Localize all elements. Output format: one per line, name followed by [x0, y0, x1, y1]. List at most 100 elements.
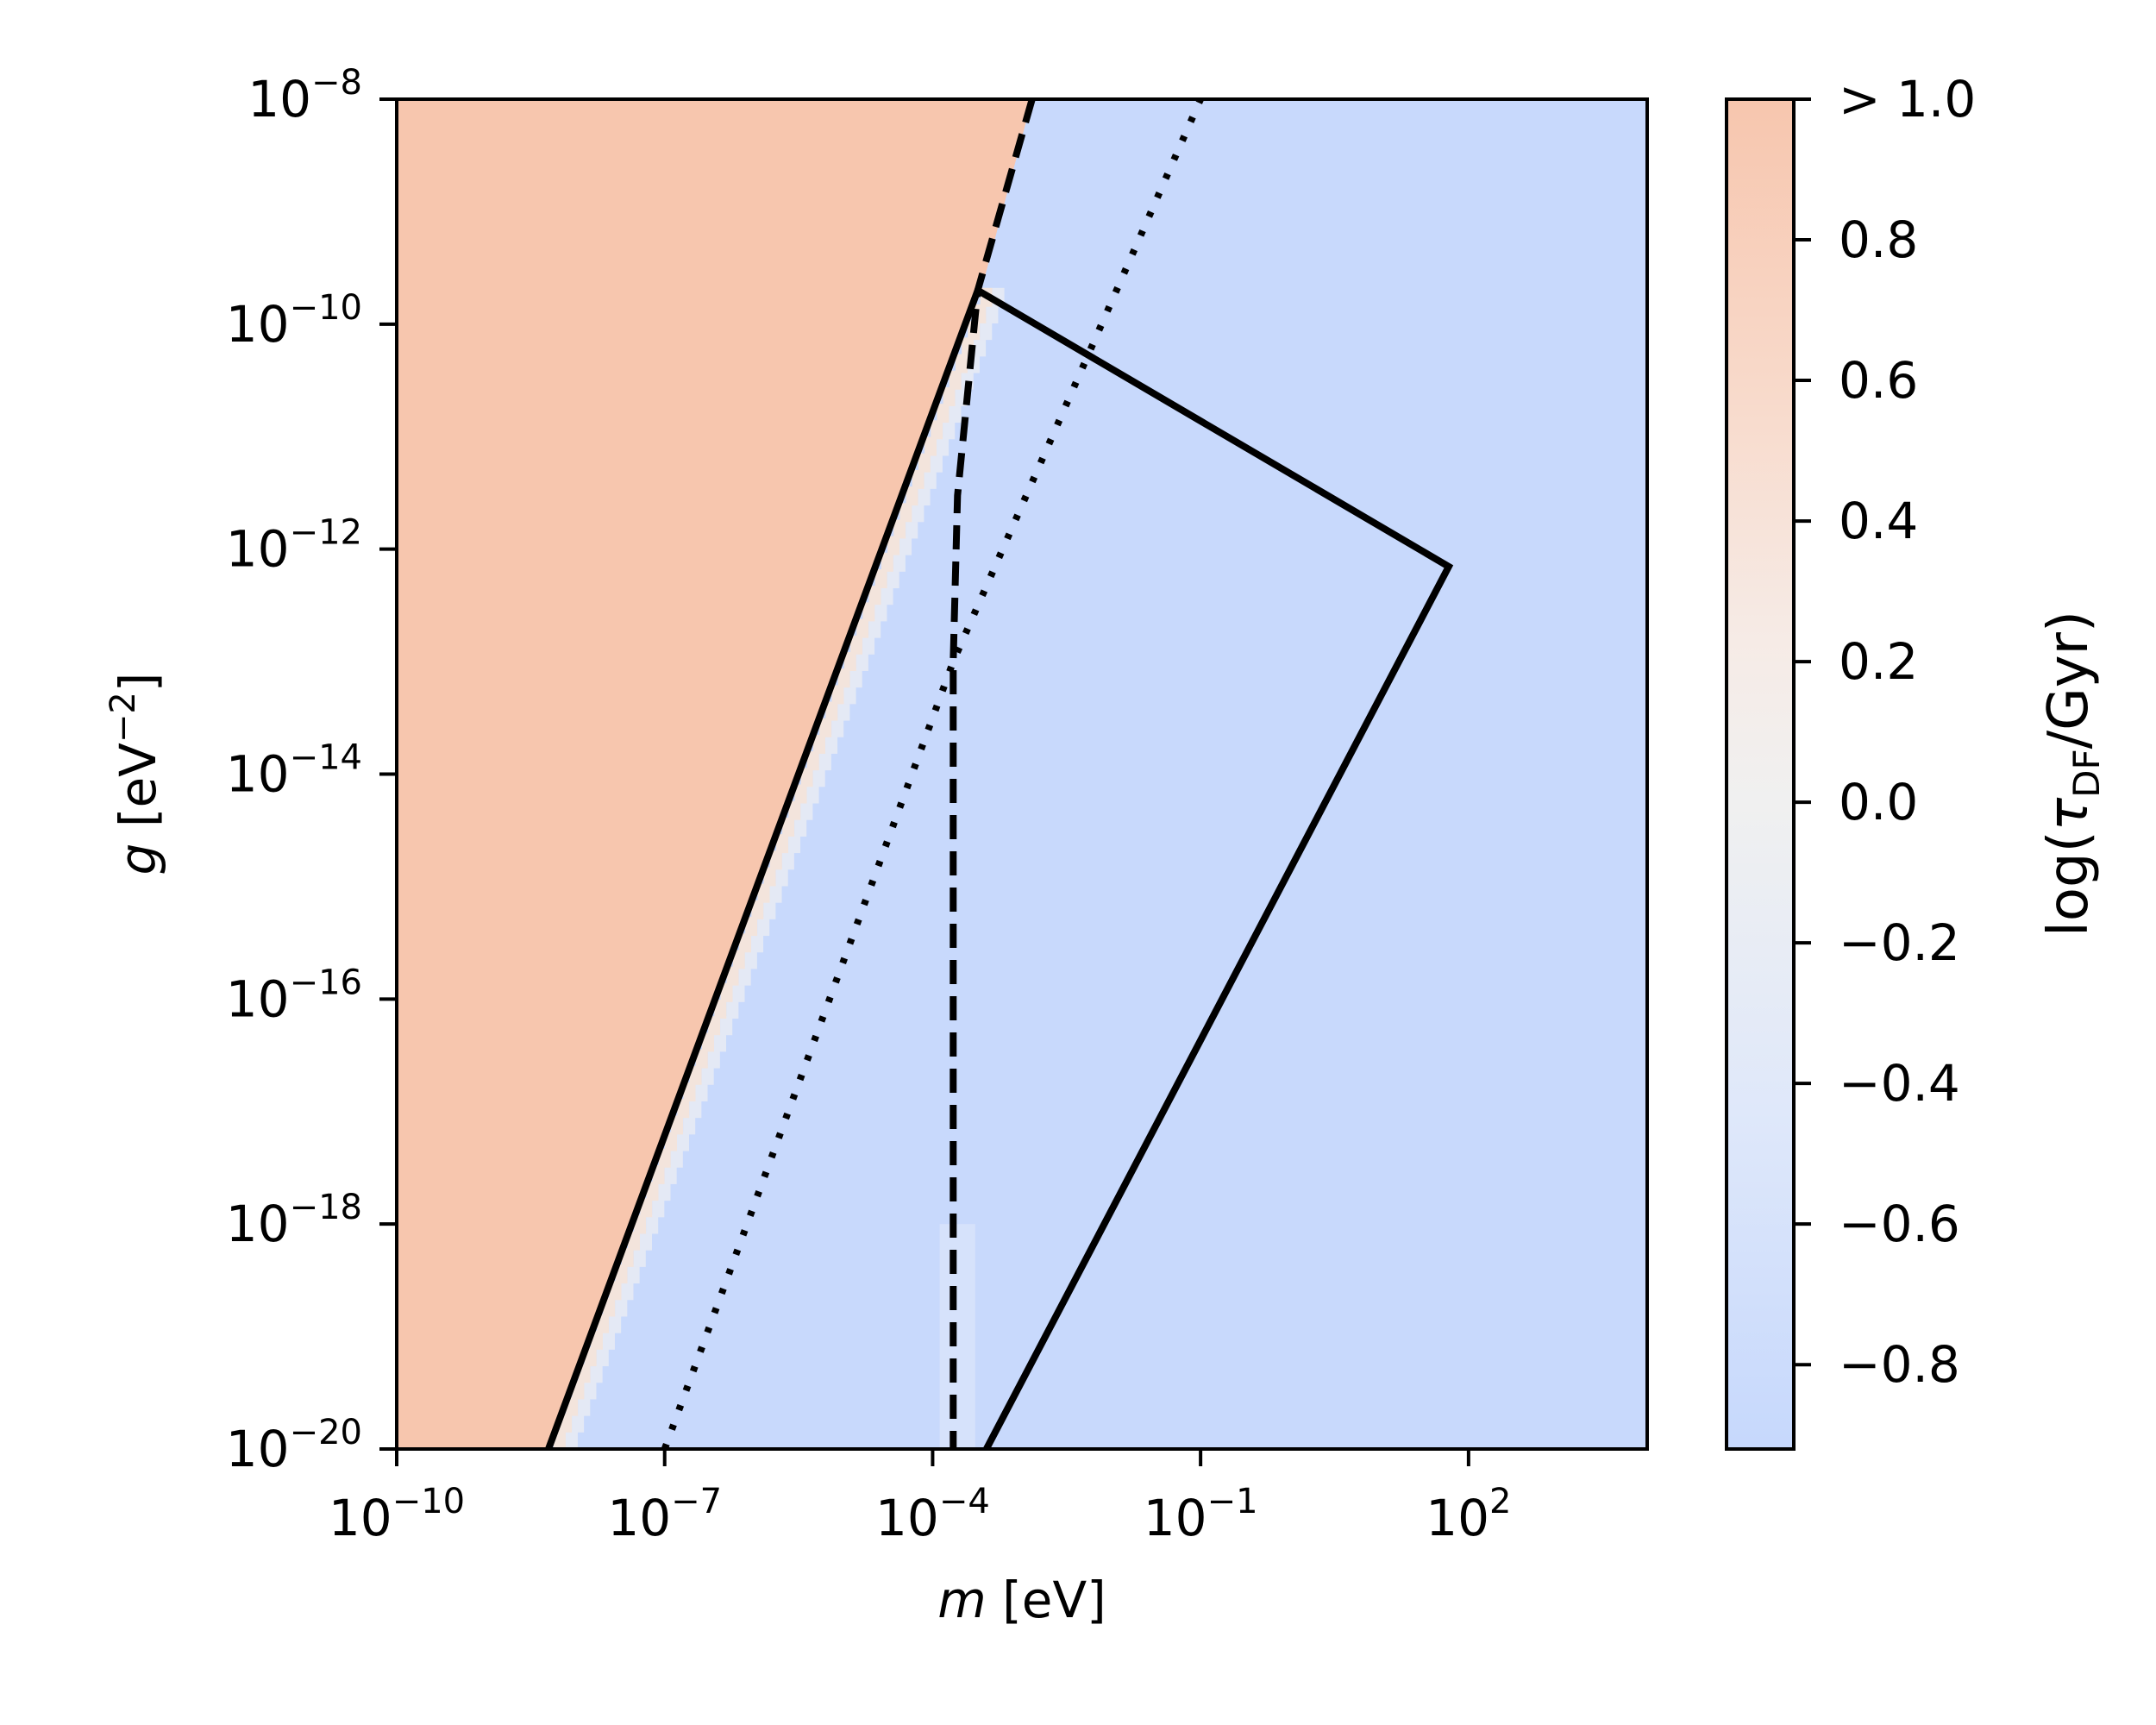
heatmap-cell [825, 701, 838, 721]
colorbar-tick-label: −0.6 [1839, 1195, 1960, 1253]
heatmap-cell [899, 503, 912, 523]
heatmap-cell [732, 950, 745, 969]
heatmap-cell [658, 1148, 671, 1168]
colorbar [1725, 97, 1796, 1451]
heatmap-cell [924, 436, 937, 456]
heatmap-cell [689, 1099, 702, 1119]
colorbar-ticks: > 1.0 0.8 0.6 0.4 0.2 0.0 −0.2 −0.4 −0.6 −0.8 [1794, 70, 1976, 1394]
heatmap-cell [707, 1049, 720, 1069]
heatmap-cell [813, 734, 826, 754]
heatmap-cell [906, 486, 918, 506]
heatmap-cell [800, 768, 813, 787]
heatmap-cell [745, 917, 758, 937]
heatmap-cell [763, 900, 776, 919]
heatmap-cell [584, 1380, 597, 1400]
heatmap-cell [609, 1314, 622, 1333]
heatmap-cell [893, 552, 906, 572]
heatmap-cell [788, 834, 801, 854]
heatmap-cell [819, 718, 832, 737]
x-tick-label: 10−1 [1144, 1482, 1258, 1547]
heatmap-cell [931, 420, 943, 440]
heatmap-cell [714, 1000, 727, 1019]
colorbar-tick-label: 0.6 [1839, 351, 1918, 410]
heatmap-cell [639, 1231, 652, 1251]
heatmap-light-stripe [939, 1224, 975, 1449]
heatmap-cell [862, 602, 875, 622]
heatmap-cell [602, 1330, 615, 1350]
heatmap-cell [665, 1132, 678, 1151]
heatmap-cell [918, 453, 931, 473]
heatmap-cell [850, 635, 863, 655]
heatmap-cell [955, 354, 968, 373]
heatmap-cell [720, 1016, 733, 1036]
heatmap-cell [912, 469, 924, 489]
heatmap-cell [708, 1016, 721, 1036]
heatmap-cell [757, 917, 770, 937]
colorbar-label: log(τDF/Gyr) [2037, 611, 2108, 937]
heatmap-cell [689, 1065, 702, 1085]
heatmap-cell [943, 420, 956, 440]
heatmap-cell [695, 1049, 708, 1069]
heatmap-cell [831, 718, 844, 737]
heatmap-cell [849, 668, 862, 688]
plot-area [397, 99, 1647, 1449]
heatmap-cell [794, 784, 807, 804]
heatmap-cell [843, 651, 856, 671]
heatmap-cell [671, 1115, 684, 1135]
colorbar-tick-label: 0.2 [1839, 632, 1918, 691]
heatmap-cell [949, 370, 962, 390]
heatmap-cell [769, 850, 782, 870]
heatmap-cell [788, 800, 801, 820]
heatmap-cell [800, 800, 813, 820]
heatmap-cell [937, 404, 950, 423]
heatmap-cell [677, 1099, 690, 1119]
y-tick-label: 10−8 [248, 63, 362, 129]
heatmap-cell [943, 386, 956, 406]
heatmap-cell [726, 1000, 739, 1019]
colorbar-tick-label: −0.4 [1839, 1054, 1960, 1113]
x-tick-label: 10−7 [607, 1482, 722, 1547]
heatmap-cell [930, 453, 943, 473]
x-tick-label: 10−10 [329, 1482, 465, 1547]
heatmap-cell [868, 586, 881, 605]
y-tick-label: 10−10 [226, 288, 362, 354]
solid-curve [545, 285, 1454, 1449]
heatmap-cell [683, 1115, 696, 1135]
heatmap-cell [887, 569, 899, 589]
heatmap-cell [714, 1032, 727, 1052]
heatmap-cell [781, 850, 794, 870]
heatmap-cell [893, 519, 906, 539]
heatmap-cell [701, 1065, 714, 1085]
heatmap-cell [683, 1082, 696, 1101]
heatmap-cell [776, 834, 789, 854]
heatmap-cell [782, 817, 795, 837]
colorbar-tick-label: 0.0 [1839, 773, 1918, 831]
x-axis: 10−10 10−7 10−4 10−1 102 [329, 1449, 1511, 1547]
heatmap-cell [980, 321, 993, 341]
heatmap-cell [702, 1032, 715, 1052]
colorbar-tick-label: > 1.0 [1839, 70, 1976, 129]
heatmap-cell [726, 966, 739, 986]
heatmap-cell [695, 1082, 708, 1101]
heatmap-cell [732, 982, 745, 1002]
heatmap-cell [924, 469, 937, 489]
heatmap-cell [937, 436, 950, 456]
colorbar-tick-label: 0.4 [1839, 492, 1918, 550]
heatmap-cell [751, 933, 764, 953]
heatmap-cell [837, 701, 850, 721]
heatmap-cell [887, 536, 900, 555]
heatmap-cell [899, 536, 912, 555]
heatmap-cell [652, 1164, 665, 1184]
heatmap-cell [738, 966, 751, 986]
x-tick-label: 10−4 [875, 1482, 990, 1547]
heatmap-cell [565, 1430, 578, 1449]
heatmap-cell [744, 950, 757, 969]
heatmap-cell [590, 1364, 603, 1383]
y-tick-label: 10−18 [226, 1188, 362, 1253]
heatmap-cell [825, 734, 838, 754]
colorbar-tick-label: −0.2 [1839, 913, 1960, 972]
heatmap-cell [633, 1247, 646, 1267]
heatmap-cell [974, 337, 987, 357]
heatmap-cell [856, 618, 869, 638]
